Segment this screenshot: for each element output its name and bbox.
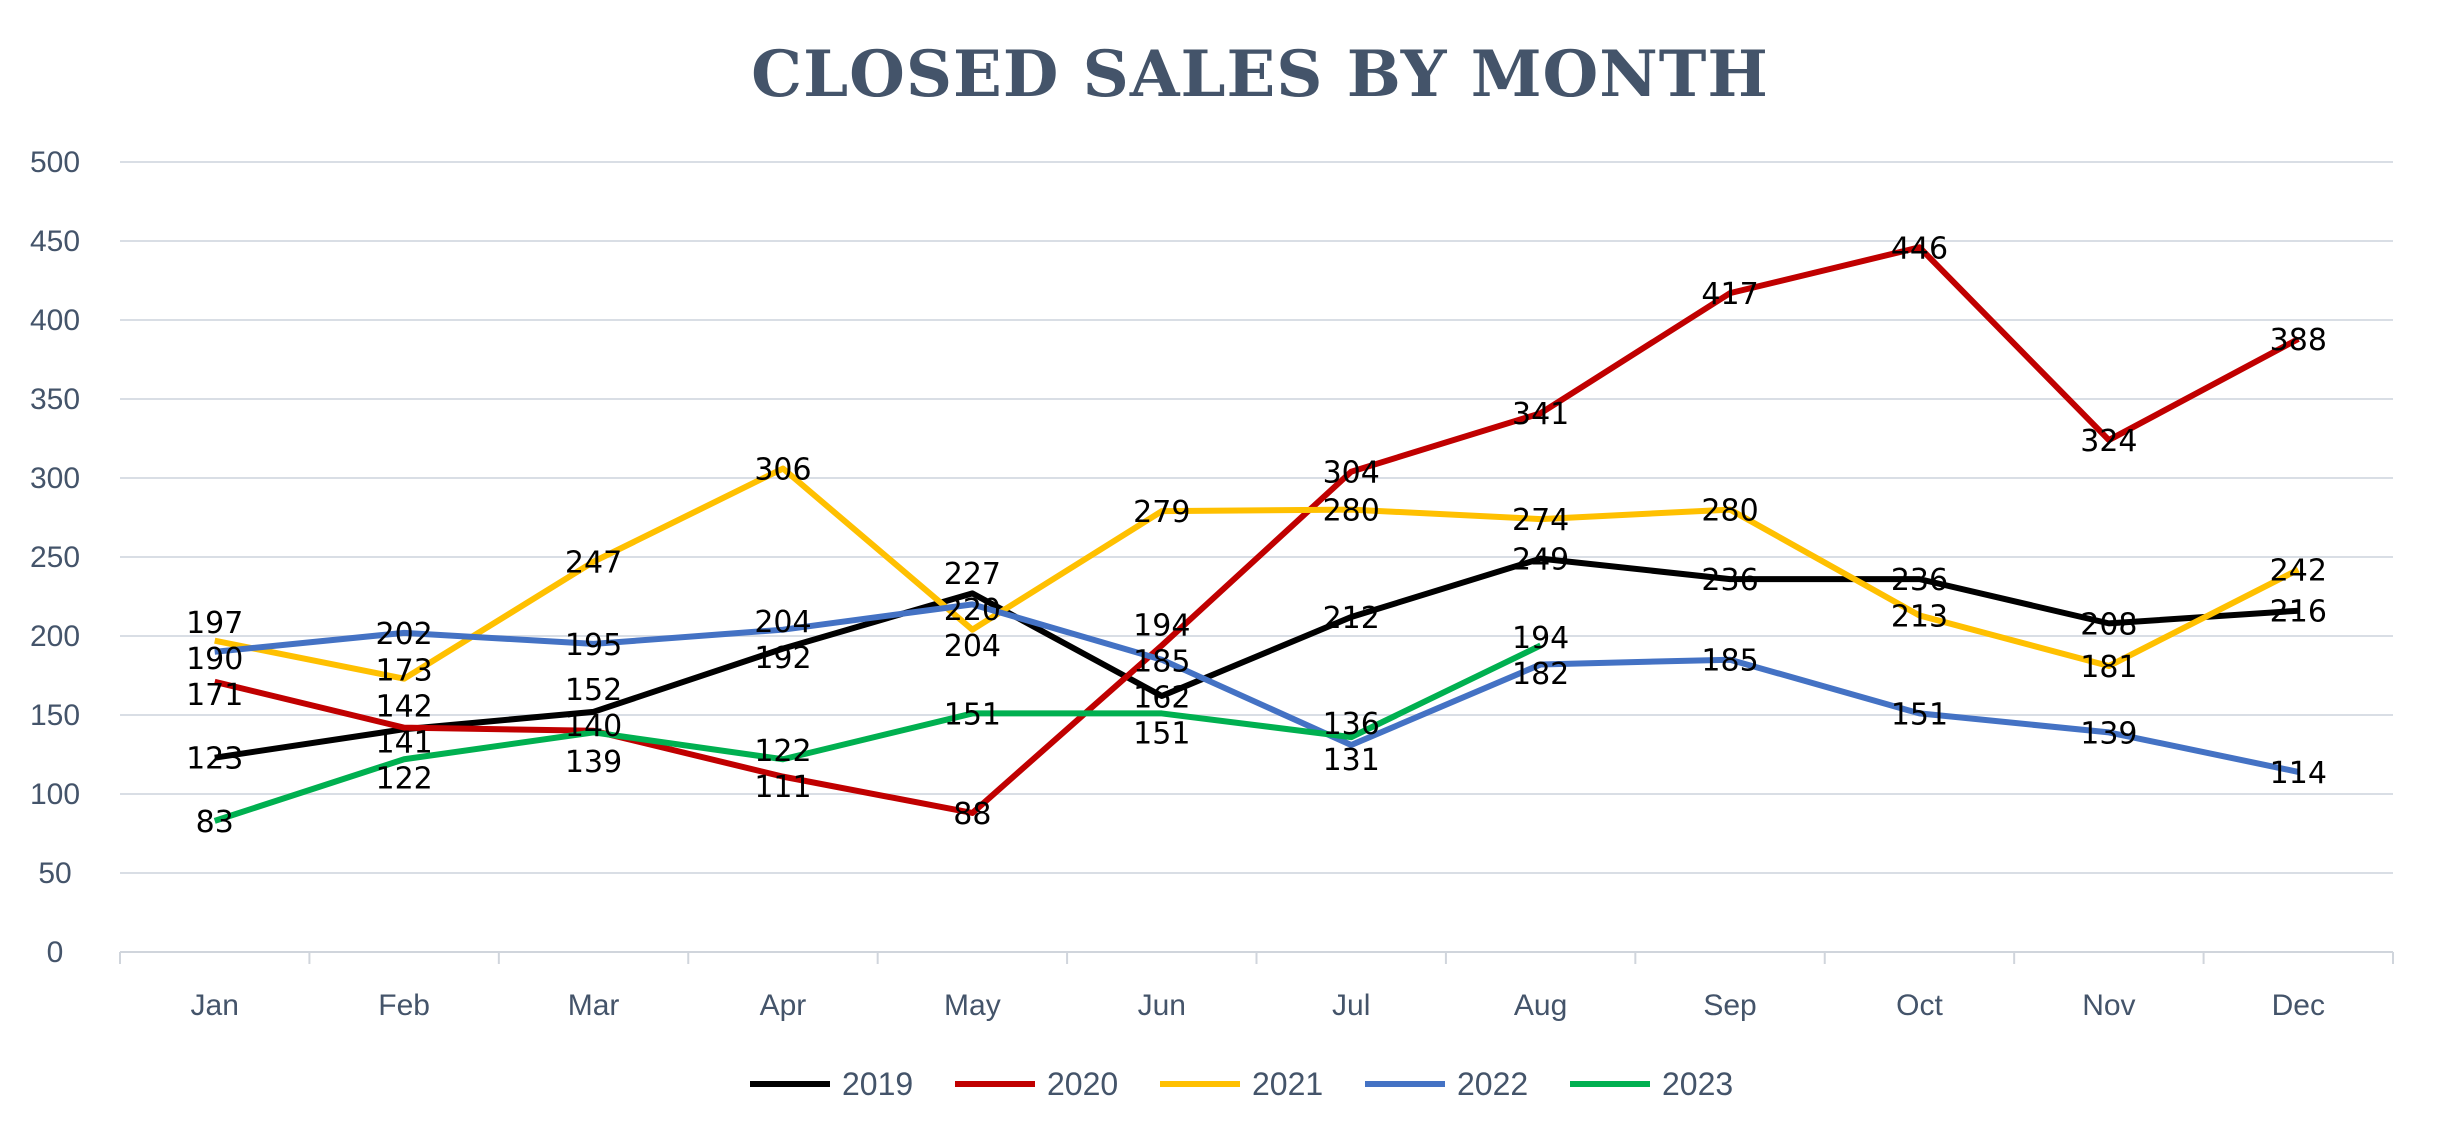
data-label: 204 (754, 605, 811, 640)
data-label: 162 (1133, 681, 1190, 716)
y-tick-label: 50 (38, 857, 71, 890)
data-label: 236 (1891, 563, 1948, 598)
x-tick-label: Nov (2082, 989, 2135, 1022)
data-label: 173 (375, 654, 432, 689)
data-label: 142 (375, 690, 432, 725)
data-label: 388 (2270, 323, 2327, 358)
legend-label: 2023 (1662, 1066, 1733, 1102)
data-label: 192 (754, 641, 811, 676)
data-label: 152 (565, 673, 622, 708)
legend-label: 2021 (1252, 1066, 1323, 1102)
data-label: 280 (1323, 494, 1380, 529)
chart-title: CLOSED SALES BY MONTH (751, 37, 1769, 112)
data-label: 151 (1133, 717, 1190, 752)
data-label: 197 (186, 606, 243, 641)
series-line-2019 (214, 555, 2299, 761)
data-label: 341 (1512, 397, 1569, 432)
data-label: 151 (1891, 697, 1948, 732)
data-label: 306 (754, 453, 811, 488)
x-axis: Jan Feb Mar Apr May Jun Jul Aug Sep Oct Nov Dec (119, 951, 2394, 1022)
data-label: 227 (944, 557, 1001, 592)
data-label: 208 (2080, 607, 2137, 642)
legend: 2019 2020 2021 2022 2023 (750, 1066, 1733, 1102)
data-label: 182 (1512, 657, 1569, 692)
y-tick-label: 300 (30, 462, 80, 495)
data-label: 88 (953, 797, 991, 832)
data-label: 304 (1323, 456, 1380, 491)
x-tick-label: Feb (378, 989, 430, 1022)
data-label: 220 (944, 593, 1001, 628)
gridlines (120, 161, 2393, 874)
y-axis: 0 50 100 150 200 250 300 350 400 450 500 (30, 146, 80, 969)
y-tick-label: 350 (30, 383, 80, 416)
legend-label: 2020 (1047, 1066, 1118, 1102)
y-tick-label: 400 (30, 304, 80, 337)
data-label: 216 (2270, 595, 2327, 630)
data-label: 140 (565, 709, 622, 744)
series-line-2021 (214, 465, 2300, 682)
data-label: 122 (754, 734, 811, 769)
data-label: 190 (186, 642, 243, 677)
legend-label: 2022 (1457, 1066, 1528, 1102)
series-line-2020 (214, 244, 2300, 816)
y-tick-label: 150 (30, 699, 80, 732)
data-label: 280 (1701, 494, 1758, 529)
x-tick-label: Jul (1332, 989, 1370, 1022)
data-label: 171 (186, 678, 243, 713)
x-tick-label: Oct (1896, 989, 1943, 1022)
data-label: 185 (1133, 645, 1190, 680)
x-tick-label: Apr (760, 989, 807, 1022)
data-label: 213 (1891, 599, 1948, 634)
data-label: 247 (565, 546, 622, 581)
series-line-2023 (213, 642, 1542, 824)
data-label: 194 (1512, 621, 1569, 656)
data-label: 202 (375, 617, 432, 652)
data-label: 236 (1701, 563, 1758, 598)
series-lines (213, 244, 2300, 824)
data-label: 111 (754, 770, 811, 805)
data-label: 279 (1133, 495, 1190, 530)
data-label: 212 (1323, 601, 1380, 636)
series-line-2022 (214, 601, 2299, 775)
data-label: 242 (2270, 554, 2327, 589)
y-tick-label: 200 (30, 620, 80, 653)
data-label: 139 (565, 745, 622, 780)
y-tick-label: 100 (30, 778, 80, 811)
data-label: 131 (1323, 743, 1380, 778)
data-label: 83 (196, 805, 234, 840)
y-tick-label: 0 (47, 936, 64, 969)
y-tick-label: 500 (30, 146, 80, 179)
x-tick-label: May (944, 989, 1001, 1022)
data-label: 141 (375, 726, 432, 761)
data-label: 136 (1323, 707, 1380, 742)
data-label: 195 (565, 628, 622, 663)
x-tick-label: Sep (1703, 989, 1756, 1022)
x-tick-label: Mar (568, 989, 620, 1022)
data-label: 185 (1701, 644, 1758, 679)
data-label: 274 (1512, 503, 1569, 538)
data-label: 446 (1891, 231, 1948, 266)
data-label: 114 (2270, 756, 2327, 791)
data-label: 204 (944, 629, 1001, 664)
data-labels: 1971901711238320217314214112224719515214… (186, 231, 2327, 840)
data-label: 324 (2080, 424, 2137, 459)
x-tick-label: Jun (1138, 989, 1186, 1022)
data-label: 122 (375, 762, 432, 797)
x-tick-label: Aug (1514, 989, 1567, 1022)
data-label: 123 (186, 742, 243, 777)
data-label: 139 (2080, 716, 2137, 751)
data-label: 181 (2080, 650, 2137, 685)
y-tick-label: 450 (30, 225, 80, 258)
legend-label: 2019 (842, 1066, 913, 1102)
x-tick-label: Dec (2272, 989, 2325, 1022)
data-label: 194 (1133, 609, 1190, 644)
data-label: 249 (1512, 543, 1569, 578)
y-tick-label: 250 (30, 541, 80, 574)
data-label: 417 (1701, 277, 1758, 312)
x-tick-label: Jan (191, 989, 239, 1022)
data-label: 151 (944, 697, 1001, 732)
